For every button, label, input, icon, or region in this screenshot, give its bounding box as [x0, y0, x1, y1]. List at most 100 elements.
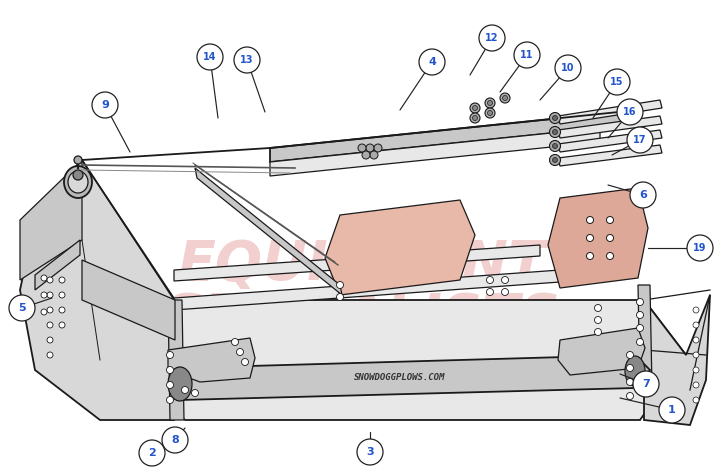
Circle shape [59, 322, 65, 328]
Circle shape [336, 293, 343, 300]
Circle shape [470, 113, 480, 123]
Circle shape [595, 317, 602, 324]
Circle shape [595, 328, 602, 335]
Polygon shape [270, 110, 640, 162]
Circle shape [232, 339, 239, 346]
Circle shape [502, 96, 507, 100]
Circle shape [487, 111, 492, 115]
Circle shape [473, 115, 478, 121]
Circle shape [479, 25, 505, 51]
Text: 17: 17 [633, 135, 647, 145]
Polygon shape [638, 285, 652, 388]
Circle shape [627, 365, 634, 372]
Circle shape [595, 304, 602, 311]
Circle shape [486, 289, 494, 295]
Circle shape [627, 379, 634, 385]
Ellipse shape [64, 166, 92, 198]
Text: SPECIALISTS: SPECIALISTS [163, 291, 560, 345]
Text: 8: 8 [171, 435, 179, 445]
Circle shape [47, 352, 53, 358]
Circle shape [550, 113, 560, 123]
Circle shape [550, 154, 560, 165]
Ellipse shape [73, 170, 83, 180]
Circle shape [550, 127, 560, 138]
Polygon shape [100, 300, 686, 420]
Circle shape [47, 292, 53, 298]
Ellipse shape [625, 356, 645, 386]
Text: 9: 9 [101, 100, 109, 110]
Text: 12: 12 [485, 33, 499, 43]
Circle shape [486, 276, 494, 284]
Circle shape [633, 371, 659, 397]
Circle shape [197, 44, 223, 70]
Circle shape [627, 392, 634, 399]
Polygon shape [20, 160, 82, 280]
Circle shape [182, 387, 189, 393]
Circle shape [9, 295, 35, 321]
Circle shape [166, 366, 174, 374]
Polygon shape [558, 328, 645, 375]
Circle shape [617, 99, 643, 125]
Circle shape [470, 103, 480, 113]
Circle shape [166, 382, 174, 389]
Circle shape [366, 144, 374, 152]
Circle shape [637, 311, 643, 318]
Circle shape [59, 277, 65, 283]
Circle shape [419, 49, 445, 75]
Circle shape [687, 235, 713, 261]
Circle shape [485, 108, 495, 118]
Circle shape [47, 307, 53, 313]
Text: 13: 13 [240, 55, 254, 65]
Circle shape [552, 130, 558, 135]
Circle shape [552, 157, 558, 162]
Text: 6: 6 [639, 190, 647, 200]
Circle shape [606, 217, 613, 224]
Polygon shape [195, 168, 342, 295]
Text: 1: 1 [668, 405, 676, 415]
Circle shape [362, 151, 370, 159]
Text: 15: 15 [611, 77, 624, 87]
Polygon shape [558, 116, 662, 138]
Circle shape [587, 217, 593, 224]
Circle shape [630, 182, 656, 208]
Circle shape [552, 144, 558, 148]
Polygon shape [558, 100, 662, 124]
Circle shape [587, 235, 593, 242]
Polygon shape [558, 145, 662, 166]
Circle shape [139, 440, 165, 466]
Ellipse shape [168, 367, 192, 401]
Circle shape [41, 309, 47, 315]
Circle shape [514, 42, 540, 68]
Circle shape [693, 322, 699, 328]
Polygon shape [558, 130, 662, 152]
Circle shape [166, 351, 174, 358]
Circle shape [693, 352, 699, 358]
Circle shape [473, 106, 478, 111]
Circle shape [370, 151, 378, 159]
Circle shape [637, 299, 643, 306]
Circle shape [502, 276, 508, 284]
Circle shape [237, 349, 243, 356]
Text: 11: 11 [521, 50, 534, 60]
Circle shape [555, 55, 581, 81]
Circle shape [627, 127, 653, 153]
Polygon shape [35, 240, 80, 290]
Text: 4: 4 [428, 57, 436, 67]
Circle shape [162, 427, 188, 453]
Polygon shape [174, 245, 540, 281]
Circle shape [502, 289, 508, 295]
Circle shape [358, 144, 366, 152]
Circle shape [693, 337, 699, 343]
Circle shape [659, 397, 685, 423]
Polygon shape [174, 270, 560, 310]
Circle shape [92, 92, 118, 118]
Polygon shape [644, 295, 710, 425]
Text: 19: 19 [693, 243, 706, 253]
Circle shape [627, 351, 634, 358]
Circle shape [552, 115, 558, 121]
Circle shape [500, 93, 510, 103]
Circle shape [234, 47, 260, 73]
Text: EQUIPMENT: EQUIPMENT [178, 238, 547, 292]
Circle shape [41, 275, 47, 281]
Text: 10: 10 [561, 63, 575, 73]
